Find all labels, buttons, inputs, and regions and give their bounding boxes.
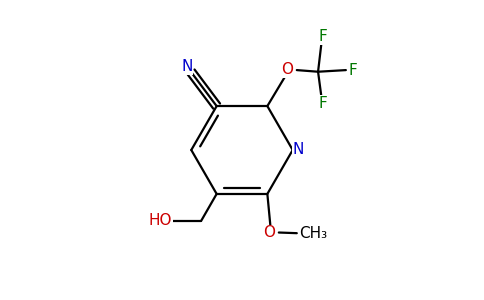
Text: O: O xyxy=(263,225,275,240)
Text: HO: HO xyxy=(149,214,172,229)
Text: N: N xyxy=(293,142,304,158)
Text: O: O xyxy=(281,62,293,77)
Text: CH₃: CH₃ xyxy=(299,226,327,241)
Text: N: N xyxy=(181,59,193,74)
Text: F: F xyxy=(348,63,358,78)
Text: F: F xyxy=(318,96,327,111)
Text: F: F xyxy=(318,29,327,44)
